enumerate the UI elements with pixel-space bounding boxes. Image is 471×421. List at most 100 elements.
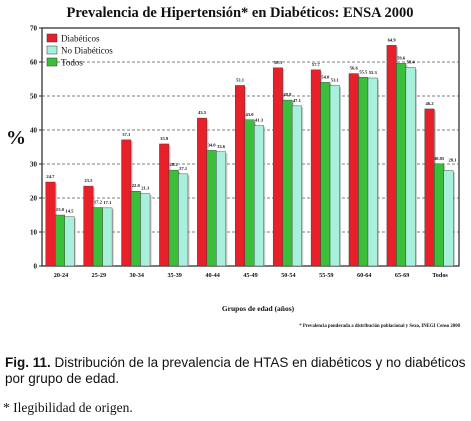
data-label: 30.05	[434, 156, 445, 161]
data-label: 56.6	[350, 66, 359, 71]
y-axis-label: %	[6, 127, 26, 149]
x-tick-label: 60-64	[357, 272, 371, 279]
data-label: 21.3	[141, 186, 150, 191]
x-tick-label: 55-59	[319, 272, 333, 279]
data-label: 28.1	[449, 157, 458, 162]
x-tick-label: 25-29	[92, 272, 106, 279]
chart-figure: Prevalencia de Hipertensión* en Diabétic…	[6, 5, 461, 329]
bar-todos	[92, 207, 103, 267]
data-label: 55.5	[359, 69, 368, 74]
bar-todos	[396, 63, 407, 267]
bar-diabéticos	[197, 117, 208, 267]
bar-todos	[358, 77, 369, 267]
y-tick-label: 10	[30, 229, 38, 237]
x-tick-label: 45-49	[243, 272, 257, 279]
legend-swatch	[46, 57, 58, 67]
x-tick-label: 20-24	[54, 272, 68, 279]
bar-diabéticos	[386, 45, 397, 267]
y-tick-label: 50	[30, 93, 38, 101]
data-label: 33.6	[217, 144, 226, 149]
bar-todos	[282, 99, 293, 267]
data-label: 47.1	[293, 98, 302, 103]
data-label: 48.8	[283, 92, 292, 97]
data-label: 46.2	[426, 101, 435, 106]
bar-todos	[55, 214, 65, 267]
data-label: 15.0	[56, 207, 65, 212]
data-label: 57.7	[312, 62, 321, 67]
data-label: 43.0	[245, 112, 254, 117]
data-label: 58.4	[407, 59, 416, 64]
bar-diabéticos	[272, 67, 283, 267]
bar-todos	[206, 150, 217, 267]
legend-swatch	[46, 33, 58, 43]
x-tick-label: 50-54	[281, 272, 295, 279]
y-tick-label: 70	[30, 25, 38, 33]
data-label: 54.0	[321, 74, 330, 79]
caption-text: Distribución de la prevalencia de HTAS e…	[5, 355, 466, 386]
bar-no-diabéticos	[178, 173, 189, 267]
chart-title: Prevalencia de Hipertensión* en Diabétic…	[67, 5, 414, 21]
y-tick-label: 0	[34, 263, 38, 271]
data-label: 41.3	[255, 118, 264, 123]
legend-label: No Diabéticos	[61, 46, 113, 56]
x-axis-label: Grupos de edad (años)	[222, 304, 295, 313]
bar-todos	[244, 119, 255, 267]
data-label: 17.1	[103, 200, 112, 205]
bar-no-diabéticos	[102, 207, 113, 267]
data-label: 14.5	[65, 209, 74, 214]
x-tick-label: 30-34	[130, 272, 144, 279]
bar-no-diabéticos	[443, 170, 454, 267]
bar-diabéticos	[121, 139, 132, 267]
bar-no-diabéticos	[367, 77, 378, 267]
data-label: 27.1	[179, 166, 188, 171]
legend-swatch	[46, 45, 58, 55]
data-label: 37.1	[122, 132, 131, 137]
data-label: 34.0	[208, 142, 217, 147]
y-tick-label: 30	[30, 161, 38, 169]
bar-no-diabéticos	[140, 193, 151, 267]
x-tick-label: 35-39	[167, 272, 181, 279]
y-tick-label: 40	[30, 127, 38, 135]
figure-caption: Fig. 11. Distribución de la prevalencia …	[5, 355, 467, 387]
bar-diabéticos	[348, 73, 359, 267]
data-label: 53.1	[236, 77, 245, 82]
data-label: 28.2	[170, 162, 179, 167]
bar-no-diabéticos	[216, 151, 227, 267]
bar-no-diabéticos	[405, 67, 416, 267]
data-label: 59.6	[397, 55, 406, 60]
bar-todos	[434, 163, 444, 267]
data-label: 58.3	[274, 60, 283, 65]
legend-label: Todos	[61, 58, 83, 68]
data-label: 23.5	[84, 178, 93, 183]
bar-diabéticos	[83, 185, 94, 267]
x-tick-label: 65-69	[395, 272, 409, 279]
data-label: 22.0	[132, 183, 141, 188]
data-label: 55.3	[369, 70, 378, 75]
x-tick-label: 40-44	[205, 272, 219, 279]
bar-diabéticos	[45, 181, 56, 267]
bar-no-diabéticos	[254, 125, 264, 267]
bar-diabéticos	[159, 143, 170, 267]
bar-no-diabéticos	[329, 85, 340, 267]
bar-no-diabéticos	[64, 216, 75, 267]
data-label: 17.2	[94, 200, 103, 205]
caption-label: Fig. 11.	[5, 355, 51, 370]
bar-todos	[130, 190, 141, 267]
data-label: 24.7	[46, 174, 55, 179]
data-label: 35.9	[160, 136, 169, 141]
data-label: 43.5	[198, 110, 207, 115]
chart-footnote: * Prevalencia ponderada a distribución p…	[299, 324, 460, 329]
bar-diabéticos	[235, 85, 245, 267]
bar-todos	[320, 82, 331, 267]
x-tick-label: Todos	[432, 272, 448, 279]
data-label: 53.1	[331, 77, 340, 82]
source-footnote: * Ilegibilidad de origen.	[3, 400, 133, 415]
bar-todos	[168, 169, 179, 267]
bar-diabéticos	[310, 69, 321, 267]
y-tick-label: 60	[30, 59, 38, 67]
bar-no-diabéticos	[291, 105, 302, 267]
y-tick-label: 20	[30, 195, 38, 203]
bar-diabéticos	[424, 108, 435, 267]
data-label: 64.9	[388, 37, 397, 42]
bar-chart: Prevalencia de Hipertensión* en Diabétic…	[6, 5, 461, 329]
